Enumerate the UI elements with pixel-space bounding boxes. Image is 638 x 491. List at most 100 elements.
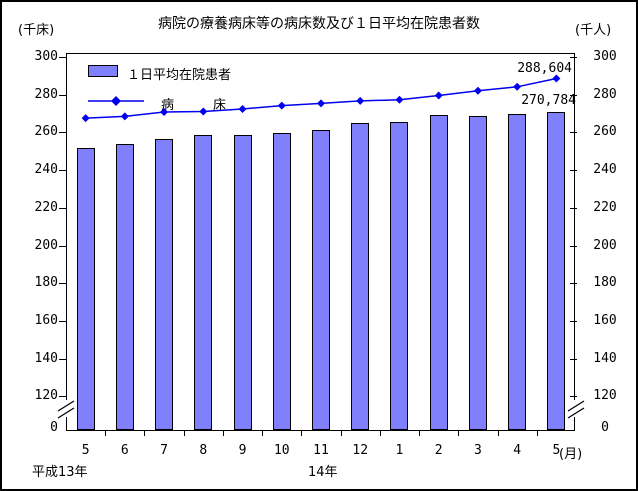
- line-marker-diamond-icon: [199, 107, 208, 116]
- y-axis-tick-right: [570, 283, 577, 285]
- y-axis-tick-right: [570, 57, 577, 58]
- y-axis-tick-left: [59, 283, 66, 285]
- bar: [194, 134, 213, 430]
- bar: [272, 132, 291, 430]
- y-axis-tick-left: [59, 94, 66, 96]
- y-axis-tick-right: [570, 320, 577, 322]
- x-axis-month-label: 11: [313, 443, 329, 458]
- left-axis-unit-label: (千床): [18, 23, 55, 38]
- y-axis-tick-left: [59, 320, 66, 322]
- y-axis-tick-right: [570, 170, 577, 172]
- y-axis-label-left: 140: [34, 350, 58, 366]
- x-axis-month-label: 4: [513, 443, 522, 458]
- era-label-14: 14年: [308, 465, 338, 480]
- bar: [351, 123, 370, 430]
- y-axis-tick-left: [59, 132, 66, 134]
- x-axis-month-label: 6: [120, 443, 129, 458]
- y-axis-label-right: 200: [593, 237, 617, 253]
- x-axis-month-label: 5: [81, 443, 90, 458]
- y-axis-label-left: 120: [34, 388, 58, 404]
- x-axis-month-label: 1: [395, 443, 404, 458]
- x-axis-tick: [105, 431, 107, 436]
- x-axis-tick: [458, 431, 460, 436]
- y-axis-label-right: 280: [593, 86, 617, 102]
- line-marker-diamond-icon: [238, 105, 247, 114]
- x-axis-tick: [340, 431, 342, 436]
- x-axis-month-label: 5: [552, 443, 561, 458]
- y-axis-label-right: 220: [593, 199, 617, 215]
- x-axis-tick: [183, 431, 185, 436]
- line-marker-diamond-icon: [356, 96, 365, 105]
- y-axis-label-right: 180: [593, 275, 617, 291]
- y-axis-label-right: 300: [593, 49, 617, 64]
- beds-line-series: [81, 74, 561, 123]
- line-marker-diamond-icon: [513, 82, 522, 91]
- x-axis-tick: [301, 431, 303, 436]
- line-marker-diamond-icon: [552, 74, 561, 83]
- legend-bar-label: １日平均在院患者: [127, 68, 232, 83]
- x-axis-month-label: 7: [160, 443, 168, 458]
- y-axis-tick-left: [59, 396, 66, 398]
- y-axis-tick-right: [570, 132, 577, 134]
- line-endpoint-value-label: 288,604: [517, 61, 572, 76]
- x-axis-month-label: 3: [474, 443, 482, 458]
- bar: [76, 148, 95, 430]
- bar: [312, 129, 330, 430]
- y-zero-label-right: 0: [601, 420, 609, 435]
- bar: [547, 112, 566, 430]
- x-axis-month-label: 9: [238, 443, 247, 458]
- y-axis-tick-left: [59, 170, 66, 172]
- x-axis-tick: [419, 431, 421, 436]
- y-axis-tick-left: [59, 358, 66, 360]
- bar: [508, 113, 527, 430]
- y-axis-tick-left: [59, 57, 66, 58]
- bar-endpoint-value-label: 270,784: [521, 93, 576, 108]
- y-axis-label-left: 160: [34, 312, 58, 328]
- bar: [429, 115, 448, 430]
- y-axis-label-left: 280: [34, 86, 58, 102]
- y-axis-label-left: 200: [34, 237, 58, 253]
- right-axis-break-icon: [567, 400, 585, 419]
- y-axis-tick-right: [570, 396, 577, 398]
- y-axis-label-right: 240: [593, 162, 617, 178]
- bar: [155, 138, 174, 430]
- bar: [115, 143, 134, 430]
- left-axis-break-icon: [57, 400, 75, 419]
- y-axis-label-left: 240: [34, 162, 58, 178]
- right-axis-unit-label: (千人): [575, 23, 612, 38]
- line-marker-diamond-icon: [317, 99, 325, 108]
- bar: [390, 122, 409, 430]
- x-axis-month-label: 2: [434, 443, 443, 458]
- plot-area: [66, 53, 576, 431]
- y-zero-label-left: 0: [50, 420, 58, 435]
- x-axis-month-label: 10: [273, 443, 290, 458]
- chart-title: 病院の療養病床等の病床数及び１日平均在院患者数: [158, 16, 480, 32]
- line-marker-diamond-icon: [434, 91, 443, 100]
- line-marker-diamond-icon: [277, 101, 286, 110]
- y-axis-tick-right: [570, 358, 577, 360]
- x-axis-tick: [379, 431, 381, 436]
- line-marker-diamond-icon: [395, 95, 404, 104]
- line-marker-diamond-icon: [81, 114, 90, 123]
- x-axis-tick: [144, 431, 146, 436]
- x-axis-tick: [222, 431, 224, 436]
- y-axis-label-right: 160: [593, 312, 617, 328]
- y-axis-label-left: 260: [34, 124, 58, 140]
- line-marker-diamond-icon: [160, 108, 169, 117]
- y-axis-label-right: 260: [593, 124, 617, 140]
- bar: [233, 134, 252, 430]
- x-axis-tick: [497, 431, 499, 436]
- legend-line-label: 病 床: [161, 98, 227, 113]
- y-axis-label-left: 180: [34, 275, 58, 291]
- x-axis-tick: [262, 431, 264, 436]
- line-marker-diamond-icon: [473, 86, 482, 95]
- x-axis-month-label: 8: [199, 443, 208, 458]
- y-axis-tick-left: [59, 245, 66, 247]
- y-axis-label-right: 140: [593, 350, 617, 366]
- plot-area-border: [66, 53, 575, 431]
- era-label-heisei13: 平成13年: [32, 465, 88, 480]
- y-axis-tick-left: [59, 207, 66, 209]
- line-marker-diamond-icon: [120, 112, 129, 121]
- y-axis-label-left: 300: [34, 49, 58, 64]
